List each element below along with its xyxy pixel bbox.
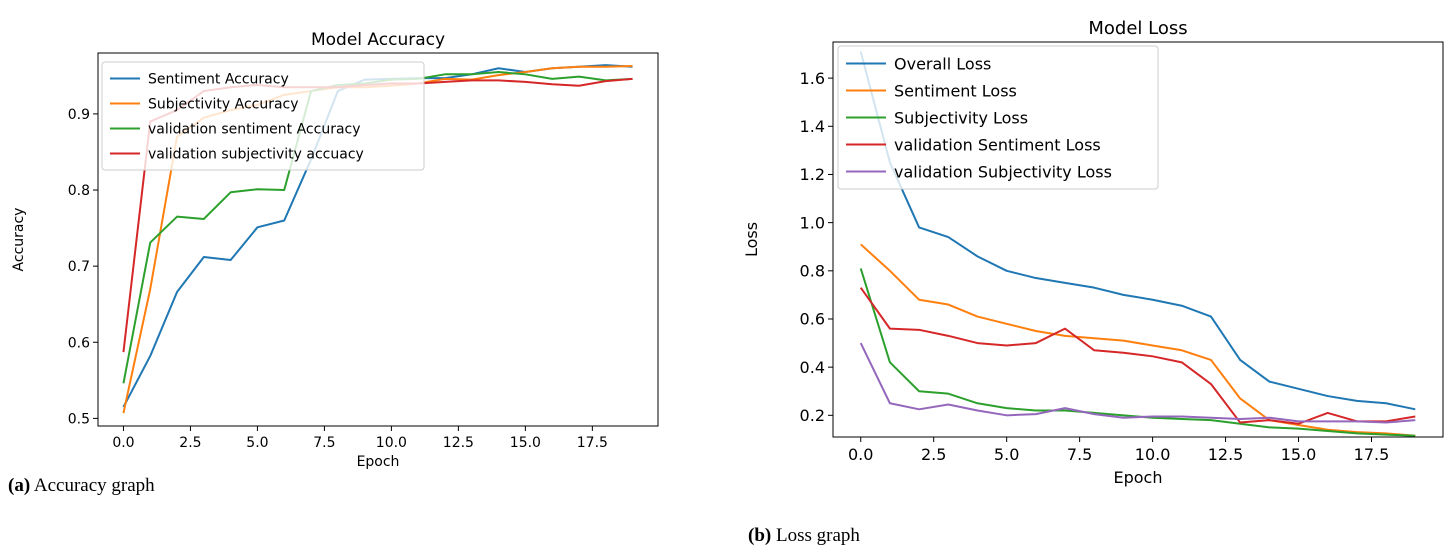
acc-xtick-label-0: 0.0 [112,435,134,451]
acc-xtick-label-3: 7.5 [313,435,335,451]
caption-b: (b) Loss graph [748,525,860,547]
acc-xtick-label-6: 15.0 [510,435,541,451]
acc-xtick-label-1: 2.5 [179,435,201,451]
loss-ytick-label-3: 0.8 [800,262,825,281]
loss-chart: Model Loss 0.0 2.5 5.0 7.5 10.0 12.5 15.0 17.5 0.… [742,18,1444,487]
loss-legend-box [837,45,1159,190]
loss-plot-frame [832,41,1444,438]
caption-a: (a) Accuracy graph [8,475,155,497]
acc-plot-frame [97,52,659,427]
acc-legend-box [101,61,425,171]
loss-xtick-label-3: 7.5 [1067,445,1092,464]
loss-ytick-label-1: 0.4 [800,358,825,377]
loss-legend-label-0: Overall Loss [894,54,991,73]
acc-legend-label-3: validation subjectivity accuacy [148,147,364,163]
acc-xlabel: Epoch [357,454,400,470]
acc-xtick-label-5: 12.5 [443,435,474,451]
loss-ytick-label-7: 1.6 [800,69,825,88]
loss-legend-label-1: Sentiment Loss [894,81,1017,100]
loss-legend-label-3: validation Sentiment Loss [894,135,1101,154]
accuracy-chart: Model Accuracy 0.0 2.5 5.0 7.5 10.0 12.5 15.0 17… [11,30,659,470]
caption-a-tag: (a) [8,475,31,496]
acc-xtick-label-7: 17.5 [577,435,608,451]
loss-ytick-label-5: 1.2 [800,165,825,184]
loss-xtick-label-2: 5.0 [994,445,1019,464]
loss-title: Model Loss [1088,18,1187,39]
loss-ytick-label-2: 0.6 [800,310,825,329]
acc-ytick-label-3: 0.8 [68,183,90,199]
acc-xtick-label-4: 10.0 [376,435,407,451]
loss-series-0-line [859,51,1416,411]
loss-ylabel: Loss [742,222,761,257]
loss-xtick-label-0: 0.0 [848,445,873,464]
loss-xtick-label-1: 2.5 [921,445,946,464]
acc-xtick-label-2: 5.0 [246,435,268,451]
acc-ytick-label-4: 0.9 [68,107,90,123]
acc-ytick-label-1: 0.6 [68,335,90,351]
caption-b-text: Loss graph [775,525,860,546]
caption-a-text: Accuracy graph [33,475,155,496]
acc-ylabel: Accuracy [11,208,27,272]
acc-legend-label-2: validation sentiment Accuracy [148,122,361,138]
loss-series-4-line [859,342,1416,424]
acc-legend-label-0: Sentiment Accuracy [148,72,289,88]
acc-title: Model Accuracy [311,30,445,50]
loss-xtick-label-5: 12.5 [1208,445,1244,464]
loss-xlabel: Epoch [1114,468,1163,487]
caption-b-tag: (b) [748,525,772,546]
loss-series-2-line [859,268,1416,437]
loss-ytick-label-0: 0.2 [800,406,825,425]
loss-xtick-label-6: 15.0 [1281,445,1317,464]
loss-legend-label-2: Subjectivity Loss [894,108,1028,127]
acc-ytick-label-2: 0.7 [68,259,90,275]
loss-legend-label-4: validation Subjectivity Loss [894,162,1112,181]
acc-ytick-label-0: 0.5 [68,411,90,427]
loss-series-1-line [860,243,1416,437]
loss-ytick-label-4: 1.0 [800,213,825,232]
acc-legend-label-1: Subjectivity Accuracy [148,97,299,113]
loss-xtick-label-7: 17.5 [1354,445,1390,464]
loss-xtick-label-4: 10.0 [1135,445,1171,464]
loss-series-3-line [859,287,1416,425]
loss-ytick-label-6: 1.4 [800,117,825,136]
